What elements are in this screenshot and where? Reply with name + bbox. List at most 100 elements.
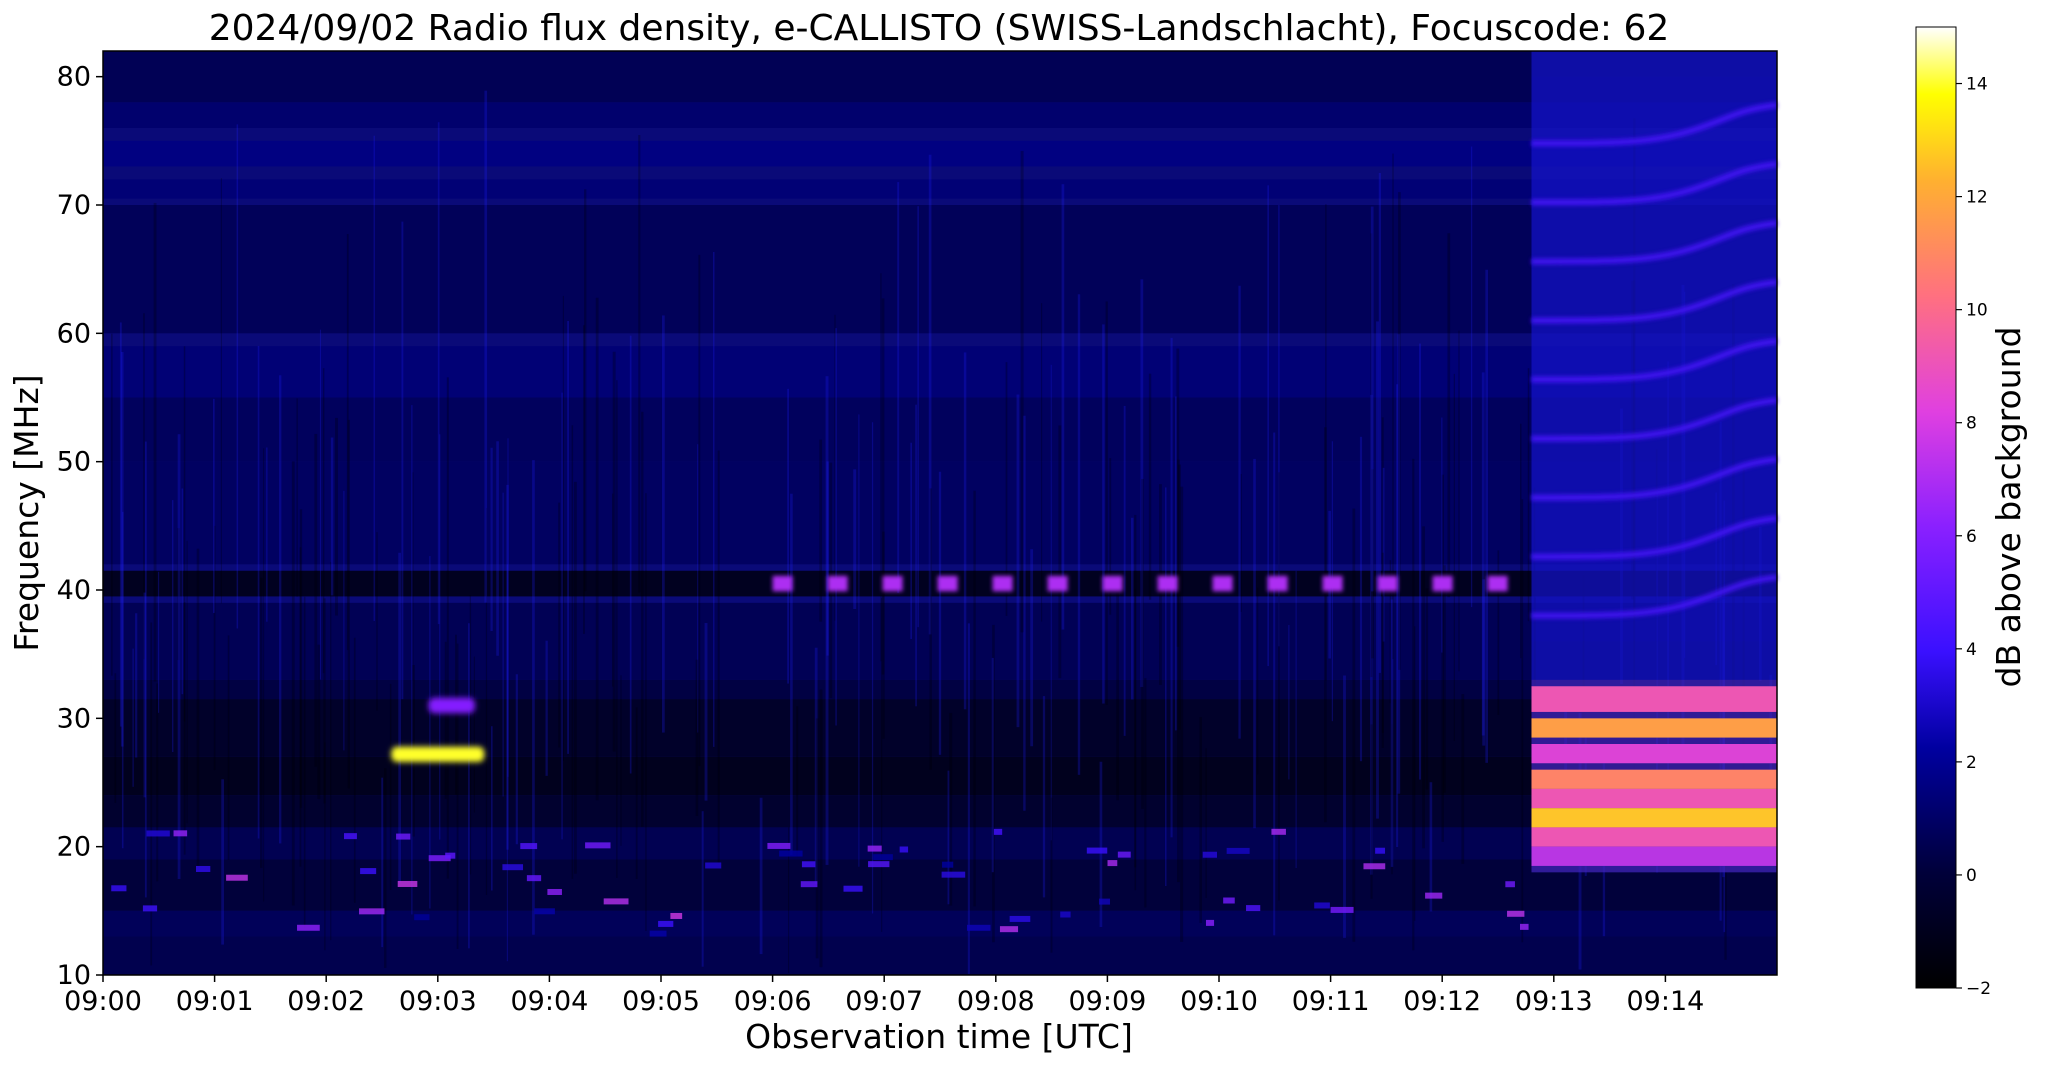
striation-line <box>401 221 404 700</box>
interference-blip <box>999 926 1019 933</box>
colorbar-tick-label: 2 <box>1966 753 1977 773</box>
striation-line <box>330 561 332 941</box>
striation-line <box>1441 417 1443 653</box>
x-tick-label: 09:10 <box>1180 986 1258 1017</box>
banded-arc <box>1531 397 1778 442</box>
frequency-band <box>103 461 1777 565</box>
striation-line <box>119 322 122 727</box>
striation-line <box>156 683 159 882</box>
striation-line <box>468 623 470 949</box>
striation-line <box>620 675 622 846</box>
interference-blip <box>1226 847 1250 854</box>
striation-line <box>641 411 644 827</box>
striation-line <box>612 351 616 752</box>
striation-line <box>381 777 384 948</box>
interference-blip <box>843 885 863 892</box>
colorbar-tick-label: 14 <box>1966 75 1988 95</box>
striation-line <box>296 398 298 597</box>
interference-blip <box>1009 915 1031 922</box>
striation-line <box>120 352 124 747</box>
striation-line <box>143 592 146 798</box>
y-tick-label: 50 <box>57 447 91 478</box>
colorbar-tick-label: 10 <box>1966 301 1988 321</box>
striation-line <box>454 634 457 795</box>
interference-blip <box>585 842 611 849</box>
striation-line <box>1177 459 1180 883</box>
banded-arc <box>1531 219 1778 265</box>
striation-line <box>532 460 535 935</box>
striation-line <box>697 444 699 733</box>
interference-blip <box>146 830 170 837</box>
striation-line <box>929 488 932 770</box>
striation-line <box>1016 394 1020 728</box>
x-tick-label: 09:05 <box>622 986 700 1017</box>
striation-line <box>1485 269 1489 763</box>
broadband-block <box>1531 51 1778 873</box>
striation-line <box>1278 472 1280 901</box>
striation-line <box>967 623 970 974</box>
carrier-blip <box>1212 575 1233 592</box>
striation-line <box>595 297 599 801</box>
striation-line <box>171 500 174 753</box>
striation-line <box>376 532 378 711</box>
striation-line <box>330 437 334 596</box>
striation-line <box>819 689 823 968</box>
striation-line <box>322 368 325 674</box>
interference-blip <box>966 924 991 931</box>
striation-line <box>819 439 823 622</box>
interference-blip <box>942 861 954 868</box>
striation-line <box>1164 487 1167 886</box>
y-tick-label: 80 <box>57 62 91 93</box>
striation-line <box>314 433 318 767</box>
striation-line <box>561 392 563 840</box>
interference-blip <box>343 833 357 840</box>
interference-blip <box>1505 881 1515 888</box>
frequency-band <box>103 51 1777 103</box>
striation-line <box>299 547 302 867</box>
carrier-blip <box>1432 575 1453 592</box>
striation-line <box>158 571 160 713</box>
striation-line <box>1412 458 1415 951</box>
striation-line <box>236 124 239 629</box>
striation-line <box>573 481 577 874</box>
striation-line <box>1325 204 1327 681</box>
frequency-band <box>103 602 1777 680</box>
striation-line <box>183 602 186 855</box>
striation-line <box>1238 285 1241 739</box>
interference-blip <box>526 875 542 882</box>
striation-line <box>212 398 215 613</box>
frequency-band <box>103 699 1777 757</box>
carrier-blip <box>1377 575 1398 592</box>
striation-line <box>1370 233 1373 678</box>
striation-line <box>153 202 157 682</box>
striation-line <box>111 333 113 676</box>
interference-blip <box>800 881 818 888</box>
interference-blip <box>226 874 248 881</box>
broadband-stripe <box>1531 788 1777 809</box>
striation-line <box>1422 526 1425 849</box>
striation-line <box>1050 797 1053 953</box>
interference-blip <box>941 871 966 878</box>
striation-line <box>186 540 188 824</box>
banded-structure <box>1531 76 1777 642</box>
striation-line <box>335 417 338 616</box>
striation-line <box>1199 717 1202 923</box>
striation-line <box>1381 552 1384 748</box>
striation-line <box>446 377 449 879</box>
striation-line <box>373 135 375 622</box>
striation-line <box>220 178 222 604</box>
striation-line <box>496 441 499 656</box>
striation-line <box>698 254 701 767</box>
interference-blip <box>397 880 418 887</box>
striation-line <box>759 797 763 955</box>
y-tick-label: 60 <box>57 318 91 349</box>
striation-line <box>1391 724 1393 875</box>
striation-line <box>490 447 493 632</box>
striation-line <box>1482 579 1486 746</box>
striation-line <box>928 154 932 635</box>
striation-line <box>1370 394 1373 875</box>
striation-line <box>353 637 356 903</box>
interference-blip <box>520 843 538 850</box>
x-tick-label: 09:02 <box>287 986 365 1017</box>
